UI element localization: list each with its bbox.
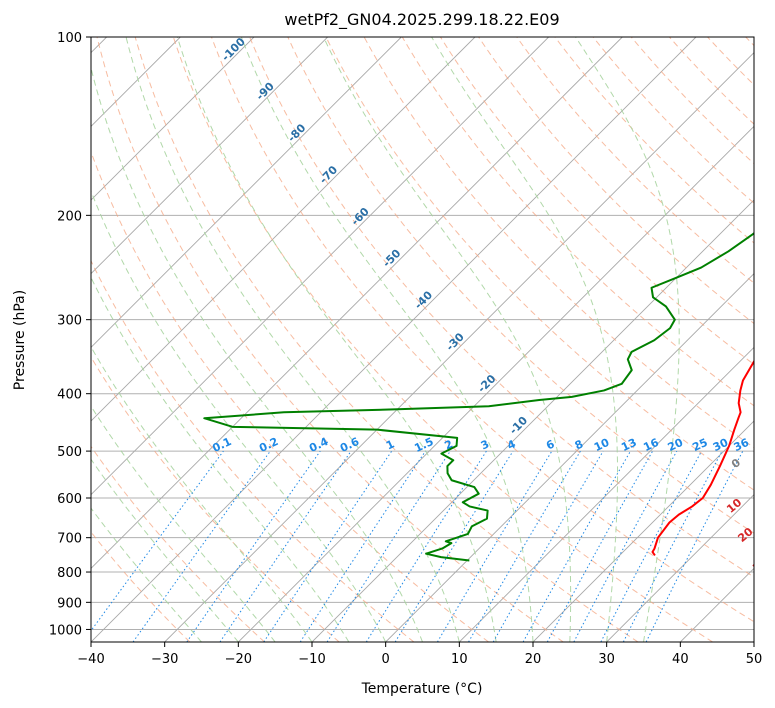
y-tick-label: 900: [57, 596, 82, 611]
mixing-ratio-line: [394, 450, 514, 642]
x-tick-label: 10: [451, 652, 468, 667]
y-tick-label: 500: [57, 445, 82, 460]
isotherm-gridline: [532, 420, 754, 642]
isotherm-gridline: [606, 494, 754, 642]
dry-adiabat-line: [134, 37, 639, 642]
dry-adiabat-line: [96, 37, 564, 642]
isotherm-gridline: [385, 273, 754, 642]
dry-adiabat-label: 20: [736, 525, 756, 545]
y-axis-title: Pressure (hPa): [12, 290, 28, 390]
mixing-ratio-line: [219, 450, 352, 642]
y-tick-label: 100: [57, 31, 82, 46]
moist-adiabat-line: [323, 37, 572, 642]
moist-adiabat-line: [575, 37, 680, 642]
mixing-ratio-label: 30: [711, 436, 731, 454]
moist-adiabat-line: [91, 276, 350, 642]
moist-adiabat-line: [91, 66, 423, 642]
x-tick-label: −10: [298, 652, 325, 667]
dry-adiabat-line: [249, 37, 754, 578]
mixing-ratio-line: [468, 450, 581, 642]
x-tick-label: 40: [672, 652, 689, 667]
mixing-ratio-line: [132, 450, 271, 642]
y-tick-label: 1000: [49, 623, 82, 638]
y-tick-label: 700: [57, 532, 82, 547]
mixing-ratio-line: [326, 450, 451, 642]
x-tick-label: 30: [598, 652, 615, 667]
x-tick-label: −20: [225, 652, 252, 667]
moist-adiabat-line: [176, 37, 497, 642]
dry-adiabat-line: [91, 445, 265, 642]
dry-adiabat-line: [401, 37, 754, 407]
mixing-ratio-line: [91, 450, 224, 632]
mixing-ratio-line: [522, 450, 631, 642]
x-tick-label: −30: [151, 652, 178, 667]
plot-frame: [90, 36, 755, 643]
dry-adiabat-line: [172, 37, 713, 642]
isotherm-gridline: [91, 37, 402, 348]
mixing-ratio-line: [492, 450, 604, 642]
moist-adiabat-line: [91, 507, 202, 642]
mixing-ratio-label: 36: [732, 436, 752, 454]
y-tick-label: 600: [57, 492, 82, 507]
isotherm-gridline: [238, 125, 754, 642]
y-tick-label: 800: [57, 566, 82, 581]
dry-adiabat-line: [478, 37, 754, 325]
dry-adiabat-line: [325, 37, 754, 491]
dry-adiabat-line: [516, 37, 754, 284]
mixing-ratio-label: 16: [641, 436, 661, 454]
x-tick-label: 0: [382, 652, 390, 667]
moist-adiabat-line: [431, 37, 619, 642]
mixing-ratio-line: [573, 450, 678, 642]
isotherm-gridline: [91, 37, 476, 422]
mixing-ratio-line: [365, 450, 487, 642]
moist-adiabat-line: [91, 458, 239, 642]
isotherm-gridline: [91, 37, 623, 569]
dewpoint-profile-line: [203, 231, 754, 562]
temperature-profile-line: [651, 359, 754, 557]
dry-adiabat-line: [630, 37, 754, 165]
moist-adiabat-line: [240, 37, 534, 642]
mixing-ratio-label: 13: [619, 436, 638, 454]
isotherm-gridline: [91, 37, 549, 496]
moist-adiabat-line: [125, 37, 460, 642]
mixing-ratio-label: 20: [666, 436, 686, 454]
dry-adiabat-line: [211, 37, 754, 623]
isotherm-gridline: [164, 52, 754, 642]
x-tick-label: 20: [525, 652, 542, 667]
mixing-ratio-label: 10: [592, 436, 612, 454]
x-tick-label: −40: [77, 652, 104, 667]
x-tick-label: 50: [746, 652, 763, 667]
isotherm-gridline: [91, 37, 328, 275]
mixing-ratio-label: 25: [690, 436, 709, 454]
moist-adiabat-line: [91, 189, 387, 642]
y-tick-label: 300: [57, 314, 82, 329]
axis-ticks: −40 −30 −20 −10 0 10 20 30 40 50 100 200 300 400 500 60…: [49, 31, 762, 667]
isotherm-gridline: [91, 37, 255, 201]
dry-adiabat-line: [592, 37, 754, 204]
mixing-ratio-line: [436, 450, 553, 642]
mixing-ratio-line: [186, 450, 321, 642]
isotherm-gridline: [459, 346, 754, 642]
moist-adiabat-line: [91, 345, 313, 642]
chart-title: wetPf2_GN04.2025.299.18.22.E09: [284, 10, 559, 30]
x-axis-title: Temperature (°C): [361, 681, 483, 697]
y-tick-label: 200: [57, 209, 82, 224]
mixing-ratio-line: [546, 450, 654, 642]
dry-adiabat-line: [363, 37, 754, 449]
y-tick-label: 400: [57, 388, 82, 403]
dry-adiabat-label: 30: [750, 554, 770, 574]
dry-adiabat-line: [91, 259, 415, 642]
moist-adiabat-line: [91, 405, 276, 642]
